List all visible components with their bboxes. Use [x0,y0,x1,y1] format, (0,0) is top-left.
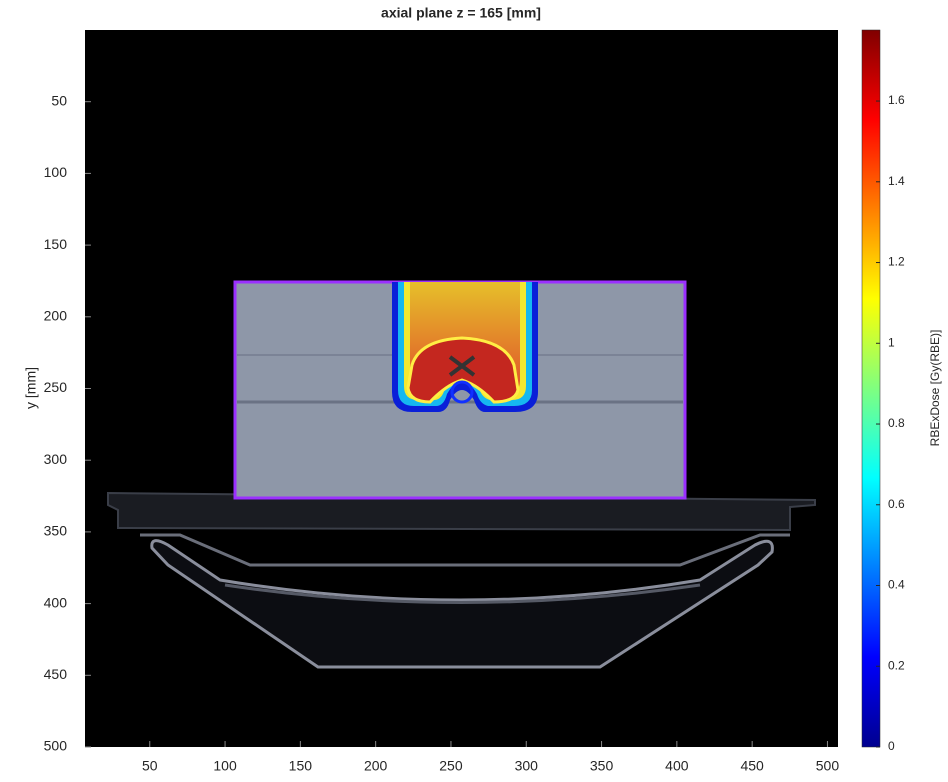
colorbar-tick-label: 0.6 [888,497,905,511]
y-tick-label: 300 [44,451,68,467]
x-tick-label: 350 [590,758,614,774]
x-tick-label: 200 [364,758,388,774]
colorbar-tick-label: 0.8 [888,416,905,430]
y-tick-label: 450 [44,666,68,682]
colorbar-label: RBExDose [Gy(RBE)] [928,330,942,447]
figure: axial plane z = 165 [mm] y [mm] RBExDose… [0,0,948,782]
x-tick-label: 300 [515,758,539,774]
y-tick-label: 100 [44,164,68,180]
x-tick-label: 50 [142,758,158,774]
x-tick-label: 500 [816,758,840,774]
colorbar-tick-label: 0.2 [888,658,905,672]
y-tick-label: 150 [44,236,68,252]
x-tick-label: 150 [289,758,313,774]
y-tick-label: 350 [44,523,68,539]
colorbar-tick-label: 1.4 [888,174,905,188]
colorbar [862,30,880,747]
colorbar-tick-label: 0.4 [888,578,905,592]
colorbar-tick-label: 0 [888,739,895,753]
y-tick-label: 200 [44,308,68,324]
y-tick-label: 400 [44,594,68,610]
colorbar-tick-label: 1 [888,335,895,349]
y-tick-label: 50 [51,92,67,108]
chart-title: axial plane z = 165 [mm] [381,5,541,21]
y-tick-label: 250 [44,379,68,395]
y-axis-label: y [mm] [23,367,39,409]
colorbar-tick-label: 1.2 [888,255,905,269]
colorbar-tick-label: 1.6 [888,93,905,107]
x-tick-label: 100 [213,758,237,774]
x-tick-label: 250 [439,758,463,774]
y-tick-label: 500 [44,738,68,754]
x-tick-label: 450 [740,758,764,774]
x-tick-label: 400 [665,758,689,774]
